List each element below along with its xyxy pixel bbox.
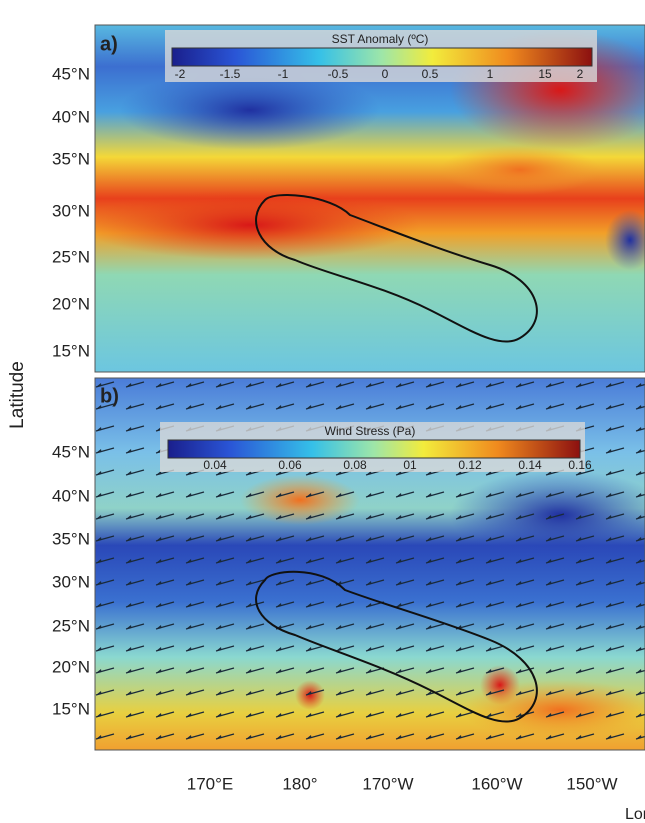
colorbar-tick-label: -0.5: [328, 67, 349, 81]
lat-tick-label: 45°N: [52, 442, 90, 461]
lon-tick-label: 150°W: [566, 774, 617, 793]
colorbar-tick-label: 0.14: [518, 458, 542, 472]
lat-tick-label: 30°N: [52, 572, 90, 591]
lon-tick-label: 170°W: [362, 774, 413, 793]
y-axis-label: Latitude: [7, 361, 28, 429]
colorbar-tick-label: 0.5: [422, 67, 439, 81]
panel-frame: [94, 377, 645, 751]
colorbar-tick-label: 1: [487, 67, 494, 81]
colorbar-tick-label: 0.04: [203, 458, 227, 472]
colorbar-tick-label: -1.5: [220, 67, 241, 81]
panel-frame: [94, 24, 645, 373]
lat-tick-label: 40°N: [52, 486, 90, 505]
panel-label: a): [100, 33, 118, 55]
lon-tick-label: 160°W: [471, 774, 522, 793]
lat-tick-label: 20°N: [52, 657, 90, 676]
lat-tick-label: 15°N: [52, 341, 90, 360]
colorbar-tick-label: 0: [382, 67, 389, 81]
lat-tick-label: 35°N: [52, 529, 90, 548]
colorbar-tick-label: 0.16: [568, 458, 592, 472]
lat-tick-label: 20°N: [52, 294, 90, 313]
colorbar-tick-label: -1: [278, 67, 289, 81]
lat-tick-label: 45°N: [52, 64, 90, 83]
colorbar-tick-label: 0.12: [458, 458, 482, 472]
x-axis-label: Longitude: [625, 806, 645, 823]
colorbar-tick-label: 0.08: [343, 458, 367, 472]
lat-tick-label: 25°N: [52, 616, 90, 635]
colorbar-title: SST Anomaly (ºC): [332, 32, 429, 46]
colorbar-tick-label: -2: [175, 67, 186, 81]
lat-tick-label: 40°N: [52, 107, 90, 126]
colorbar: [167, 439, 581, 459]
lon-tick-label: 180°: [282, 774, 317, 793]
lat-tick-label: 15°N: [52, 699, 90, 718]
colorbar-title: Wind Stress (Pa): [325, 424, 416, 438]
lat-tick-label: 35°N: [52, 149, 90, 168]
colorbar-tick-label: 15: [538, 67, 552, 81]
panel-label: b): [100, 385, 119, 407]
colorbar-tick-label: 01: [403, 458, 417, 472]
colorbar: [171, 47, 593, 67]
lon-tick-label: 170°E: [187, 774, 234, 793]
colorbar-tick-label: 2: [577, 67, 584, 81]
colorbar-tick-label: 0.06: [278, 458, 302, 472]
lat-tick-label: 25°N: [52, 247, 90, 266]
lat-tick-label: 30°N: [52, 201, 90, 220]
